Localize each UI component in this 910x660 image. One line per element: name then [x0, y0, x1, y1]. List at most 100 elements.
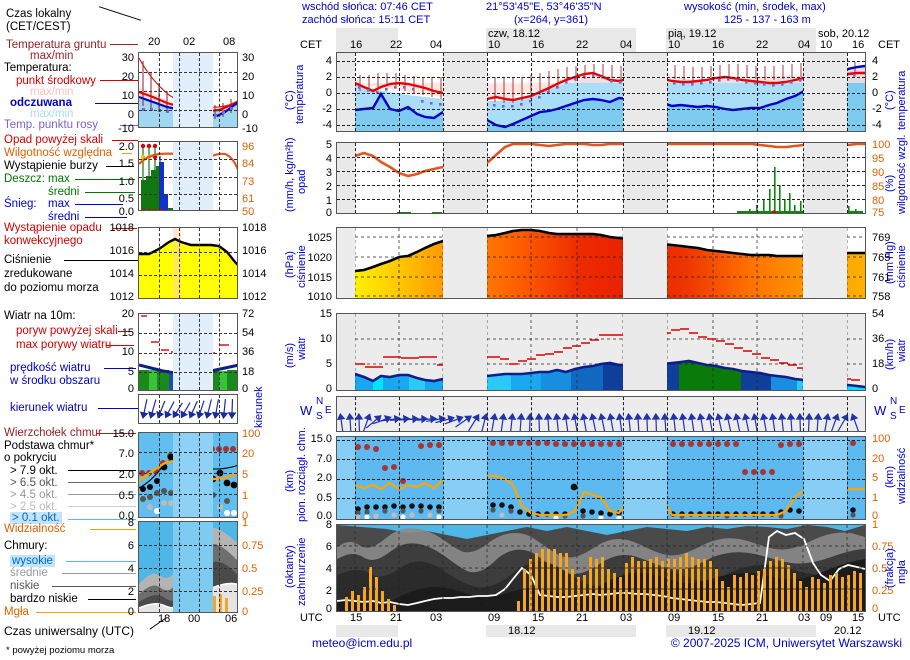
wind-ytick-3: 0 [325, 383, 332, 395]
press-rytick-3: 758 [872, 291, 891, 303]
hum-ytick-2: 90 [872, 167, 885, 179]
thumb-cover-ltick-1: 6 [127, 540, 134, 552]
legend-clouds-low: niskie [10, 580, 40, 592]
thumb-press-tick-2: 1014 [109, 268, 134, 280]
legend-temp-mid-maxmin: max/min [30, 86, 74, 98]
thumb-press-tick-3: 1012 [109, 291, 134, 303]
legend-convective-1: Wystąpienie opadu [4, 222, 102, 234]
legend-humidity: Wilgotność względna [4, 147, 113, 159]
legend-cloud-top: Wierzchołek chmur [4, 427, 102, 439]
header-grid: (x=264, y=361) [514, 14, 588, 26]
thumb-cover-rtick-3: 0.25 [242, 586, 264, 598]
thumb-wind [138, 313, 238, 391]
legend-clouds-mid: średnie [10, 567, 48, 579]
thumb-tick-top-0: 20 [148, 36, 161, 48]
fog-ytick-4: 0 [872, 603, 879, 615]
dir-compass-right-N: N [890, 396, 898, 407]
cloud-ytick-2: 2.0 [316, 472, 332, 484]
thumb-press-tick-1: 1016 [109, 245, 134, 257]
thumb-wind-rtick-4: 0 [242, 383, 249, 395]
header-sunset: zachód słońca: 15:11 CET [302, 14, 431, 26]
cloud-ytick-0: 15.0 [310, 433, 332, 445]
thumb-precip-rtick-2: 73 [242, 176, 255, 188]
panel-wind [336, 313, 866, 391]
vis-ytick-1: 20 [872, 453, 885, 465]
thumb-cloud-extent [138, 432, 238, 518]
vis-ytick-2: 5 [872, 472, 879, 484]
day-strip-top: czw, 18.12 pią, 19.12 sob, 20.12 16 22 0… [336, 28, 869, 52]
leader-wind-speed [104, 368, 136, 369]
leader-cov01 [68, 519, 136, 520]
legend-snow-mean: średni [48, 211, 80, 223]
thumb-precip-ltick-4: 0.0 [118, 206, 134, 218]
thumb-temp-tick-2: 10 [121, 90, 134, 102]
wind-rytick-2: 18 [872, 358, 885, 370]
press-axis-r-name: ciśnienie [896, 245, 908, 288]
day-seg-shade-1 [486, 28, 636, 52]
footer-email[interactable]: meteo@icm.edu.pl [312, 636, 413, 650]
cloud-ytick-3: 0.5 [316, 492, 332, 504]
thumb-cloud-cover [138, 521, 238, 613]
thumb-cloud-rtick-4: 0 [242, 510, 249, 522]
cover-axis-name: zachmurzenie [296, 537, 308, 606]
day-seg-shade-0 [336, 28, 398, 52]
legend-wind-speed-1: prędkość wiatru [10, 362, 91, 374]
legend-pressure-1: Ciśnienie [4, 254, 52, 266]
precip-ytick-0: 5 [325, 139, 332, 151]
thumb-wind-ltick-3: 5 [127, 366, 134, 378]
thumb-cloud-rtick-3: 1 [242, 490, 249, 502]
leader-local-time [98, 6, 142, 21]
legend-rain-max: max [48, 173, 70, 185]
legend-visibility: Widzialność [4, 523, 66, 535]
dir-compass-right-W: W [874, 403, 887, 418]
leader-clouds-vlow [88, 599, 136, 600]
cet-tick-7: 10 [668, 39, 681, 51]
legend-wind-speed-2: w środku obszaru [10, 375, 101, 387]
leader-gust-above [118, 331, 132, 332]
wind-axis-r-name: wiatr [896, 338, 908, 362]
cet-tick-2: 04 [430, 39, 443, 51]
thumb-cover-rtick-2: 0.5 [242, 563, 258, 575]
leader-dewpoint [120, 125, 138, 126]
legend-temperature-title: Temperatura: [4, 62, 72, 74]
leader-temp-felt [95, 103, 138, 104]
thumb-press-tick-0: 1018 [109, 222, 134, 234]
legend-temp-felt-maxmin: max/min [30, 108, 74, 120]
leader-ground-temp [110, 44, 138, 45]
leader-humidity [122, 153, 132, 154]
hum-axis-unit: (%) [884, 174, 896, 192]
temp-ytick-1: 2 [325, 71, 332, 83]
fog-ytick-0: 1 [872, 519, 879, 531]
thumb-wind-rtick-0: 72 [242, 308, 255, 320]
utc-tick-11: 09 [820, 612, 833, 624]
hum-axis-name: wilgotność wzgl. [896, 134, 908, 214]
temp-axis-left-unit: (°C) [284, 90, 296, 110]
legend-cov01: > 0.1 okt. [10, 512, 62, 524]
fog-ytick-2: 0.5 [872, 563, 888, 575]
utc-tick-1: 21 [390, 612, 403, 624]
leader-cloud-top [96, 433, 136, 434]
temp-ytick-3: -2 [322, 103, 332, 115]
utc-tick-2: 03 [430, 612, 443, 624]
hum-ytick-4: 80 [872, 195, 885, 207]
temp-ytick-4: -4 [322, 119, 332, 131]
leader-snow-mean [85, 217, 127, 218]
vis-ytick-0: 100 [872, 433, 891, 445]
wind-ytick-1: 10 [319, 333, 332, 345]
press-axis-r-unit: (mm Hg) [884, 241, 896, 284]
thumb-cloud-ltick-1: 7.0 [118, 448, 134, 460]
thumb-cloud-rtick-2: 5 [242, 469, 249, 481]
legend-precip-above-scale: Opad powyżej skali [4, 134, 104, 146]
leader-precip-above [112, 140, 138, 141]
thumb-cloud-ltick-4: 0.0 [118, 510, 134, 522]
legend-fog: Mgła [4, 606, 29, 618]
hum-ytick-5: 75 [872, 207, 885, 219]
legend-pressure-3: do poziomu morza [4, 282, 99, 294]
dir-compass-left-S: S [316, 411, 323, 422]
day-utc-label-1: 19.12 [688, 625, 716, 637]
thumb-press-rtick-1: 1016 [242, 245, 267, 257]
thumb-dir-axis-label: kierunek [253, 386, 265, 428]
thumb-wind-ltick-4: 0 [127, 383, 134, 395]
legend-snow-max: max [48, 198, 70, 210]
legend-wind-title: Wiatr na 10m: [4, 310, 76, 322]
